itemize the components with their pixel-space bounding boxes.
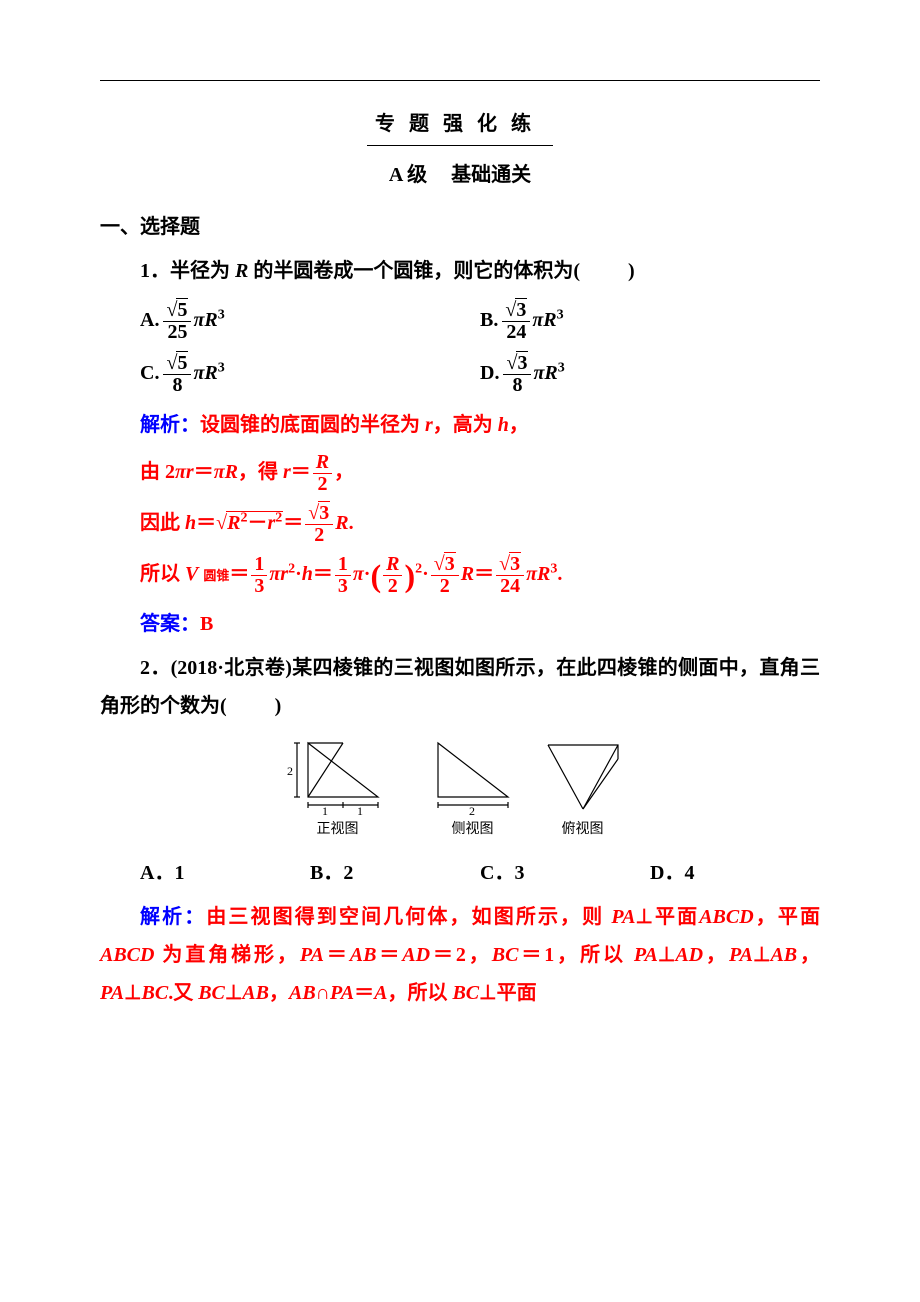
side-w-label: 2 <box>469 804 475 815</box>
solution-label: 解析： <box>140 414 200 436</box>
q1-solution-line2: 由 2πr＝πR，得 r＝R2， <box>140 452 820 495</box>
q1-solution-line4: 所以 V 圆锥＝13πr2·h＝13π·(R2)2·32R＝324πR3. <box>140 554 820 597</box>
title-banner: 专题强化练 <box>100 105 820 146</box>
q2-stem: 2．(2018·北京卷)某四棱锥的三视图如图所示，在此四棱锥的侧面中，直角三角形… <box>100 649 820 725</box>
level-prefix: A 级 <box>389 164 427 186</box>
q2-solution: 解析：由三视图得到空间几何体，如图所示，则 PA⊥平面ABCD，平面 ABCD … <box>100 898 820 1012</box>
q2-figure: 2 1 1 正视图 2 侧视图 <box>100 735 820 846</box>
q1-option-b: B.324πR3 <box>480 300 820 343</box>
front-w2-label: 1 <box>357 804 363 815</box>
top-view: 俯视图 <box>528 739 638 844</box>
level-line: A 级 基础通关 <box>100 156 820 194</box>
q2-options: A．1 B．2 C．3 D．4 <box>140 854 820 892</box>
q1-solution-line3: 因此 h＝R2－r2＝32R. <box>140 503 820 546</box>
q2-option-b: B．2 <box>310 854 480 892</box>
top-rule <box>100 80 820 81</box>
q1-answer: 答案：B <box>100 605 820 643</box>
q2-option-d: D．4 <box>650 854 820 892</box>
page: 专题强化练 A 级 基础通关 一、选择题 1．半径为 R 的半圆卷成一个圆锥，则它… <box>0 0 920 1302</box>
q1-stem: 1．半径为 R 的半圆卷成一个圆锥，则它的体积为() <box>100 252 820 290</box>
front-w1-label: 1 <box>322 804 328 815</box>
q1-solution-line1: 解析：设圆锥的底面圆的半径为 r，高为 h， <box>100 406 820 444</box>
side-caption: 侧视图 <box>423 817 523 844</box>
front-view: 2 1 1 正视图 <box>283 735 393 844</box>
front-h-label: 2 <box>287 764 293 778</box>
q2-option-a: A．1 <box>140 854 310 892</box>
q1-option-d: D.38πR3 <box>480 353 820 396</box>
top-caption: 俯视图 <box>528 817 638 844</box>
q1-options-row1: A.525πR3 B.324πR3 <box>140 300 820 343</box>
level-label: 基础通关 <box>451 164 531 186</box>
q1-option-a: A.525πR3 <box>140 300 480 343</box>
front-caption: 正视图 <box>283 817 393 844</box>
banner-title: 专题强化练 <box>367 105 553 146</box>
side-view: 2 侧视图 <box>423 735 523 844</box>
q1-options-row2: C.58πR3 D.38πR3 <box>140 353 820 396</box>
q1-option-c: C.58πR3 <box>140 353 480 396</box>
q2-option-c: C．3 <box>480 854 650 892</box>
section-heading: 一、选择题 <box>100 208 820 246</box>
